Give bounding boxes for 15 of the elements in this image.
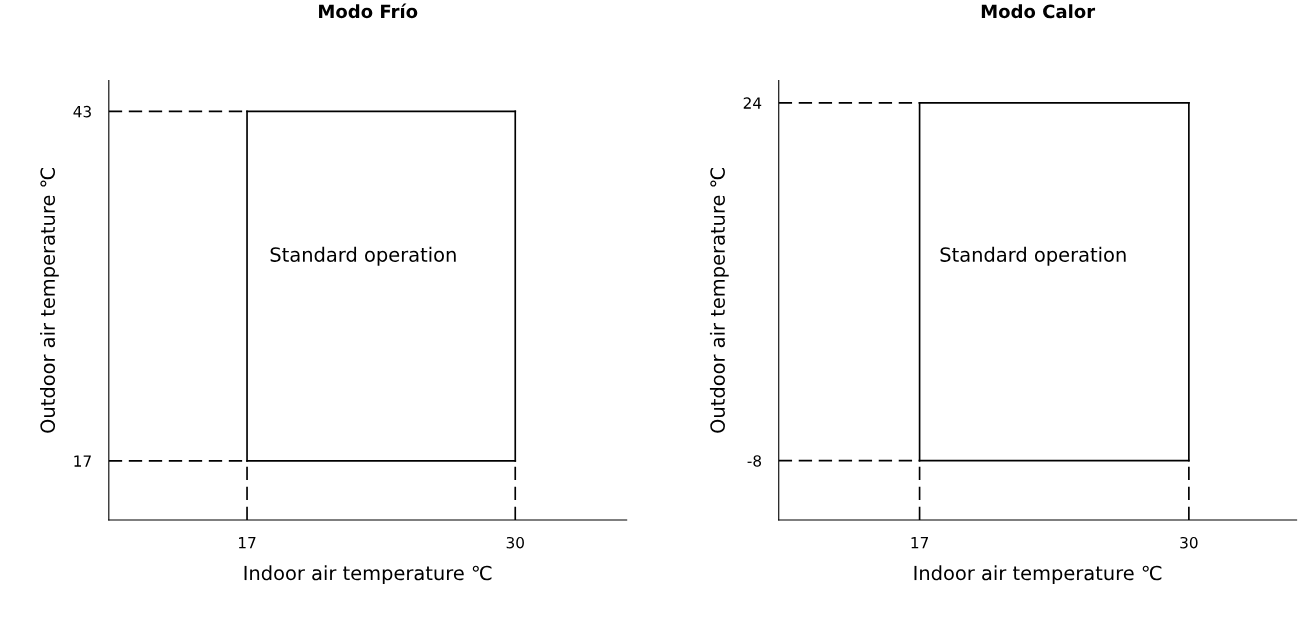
chart-title: Modo Frío bbox=[319, 3, 418, 19]
y-tick-label: 24 bbox=[743, 97, 762, 109]
y-tick-label: -8 bbox=[747, 455, 762, 467]
x-axis-title: Indoor air temperature ℃ bbox=[914, 565, 1162, 585]
x-tick-label: 30 bbox=[1180, 536, 1198, 549]
x-tick-label: 17 bbox=[239, 537, 256, 549]
annotation: Standard operation bbox=[940, 246, 1126, 266]
y-axis-title: Outdoor air temperature ℃ bbox=[40, 167, 59, 433]
annotation: Standard operation bbox=[270, 246, 456, 266]
chart-title: Modo Calor bbox=[981, 4, 1096, 19]
x-axis-title: Indoor air temperature ℃ bbox=[244, 565, 492, 585]
x-tick-label: 17 bbox=[911, 537, 928, 549]
y-tick-label: 43 bbox=[73, 105, 91, 118]
y-axis-title: Outdoor air temperature ℃ bbox=[709, 167, 729, 433]
x-tick-label: 30 bbox=[506, 536, 524, 549]
